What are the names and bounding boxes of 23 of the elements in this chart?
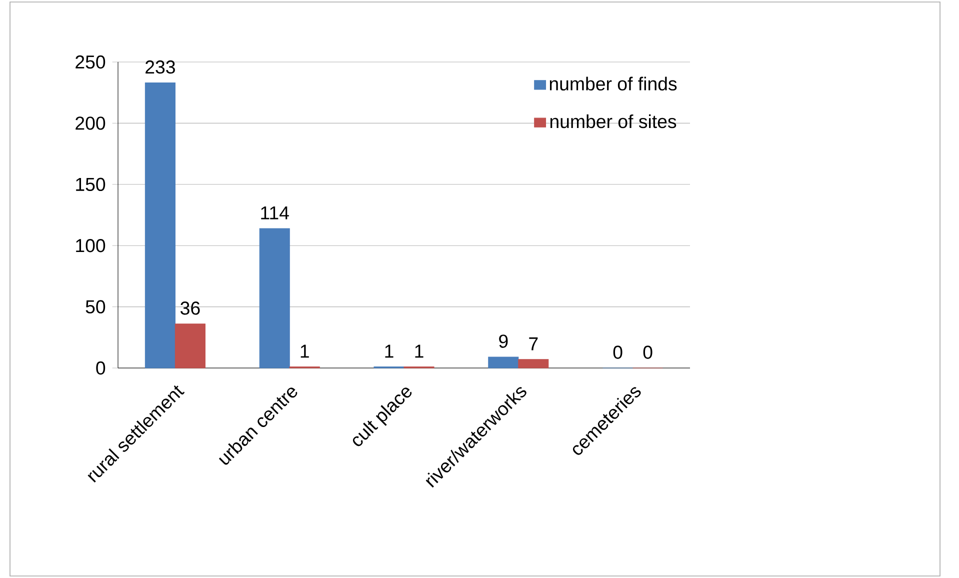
bar bbox=[488, 356, 519, 368]
bar bbox=[518, 359, 549, 368]
data-label: 1 bbox=[415, 344, 424, 358]
y-tick-label: 0 bbox=[96, 361, 106, 375]
data-label: 114 bbox=[261, 206, 289, 220]
legend-label: number of sites bbox=[550, 114, 676, 128]
data-label: 0 bbox=[613, 346, 622, 359]
bar bbox=[144, 82, 176, 368]
data-label: 0 bbox=[643, 346, 652, 359]
y-tick-label: 200 bbox=[76, 116, 106, 130]
y-tick-label: 250 bbox=[76, 55, 106, 69]
data-label: 1 bbox=[300, 344, 309, 358]
data-label: 36 bbox=[180, 302, 200, 315]
y-tick-label: 100 bbox=[76, 238, 106, 252]
bar bbox=[174, 324, 206, 368]
y-tick-label: 150 bbox=[76, 178, 106, 192]
data-label: 9 bbox=[499, 334, 508, 348]
y-tick-label: 50 bbox=[86, 300, 106, 314]
data-label: 1 bbox=[385, 344, 394, 358]
data-label: 7 bbox=[529, 337, 538, 350]
legend-label: number of finds bbox=[550, 76, 677, 90]
bar bbox=[259, 228, 290, 368]
data-label: 233 bbox=[146, 60, 175, 74]
